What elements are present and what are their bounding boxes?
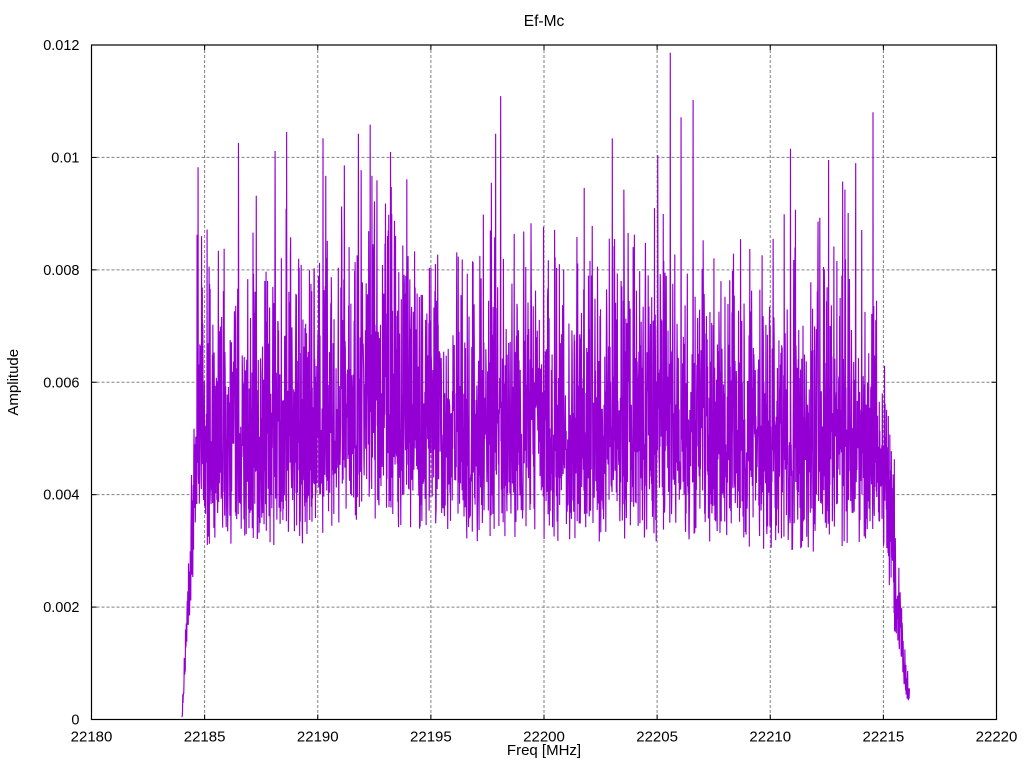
svg-text:22195: 22195 xyxy=(410,729,452,746)
svg-text:Freq [MHz]: Freq [MHz] xyxy=(507,742,581,759)
svg-text:0.008: 0.008 xyxy=(43,263,79,279)
svg-text:Amplitude: Amplitude xyxy=(5,349,22,416)
svg-text:0.002: 0.002 xyxy=(43,600,79,616)
svg-text:22210: 22210 xyxy=(749,729,791,746)
svg-text:Ef-Mc: Ef-Mc xyxy=(524,13,565,30)
svg-text:22215: 22215 xyxy=(863,729,905,746)
svg-text:22185: 22185 xyxy=(184,729,226,746)
svg-text:0: 0 xyxy=(71,713,79,729)
svg-text:22205: 22205 xyxy=(636,729,678,746)
svg-text:22180: 22180 xyxy=(71,729,113,746)
svg-text:0.006: 0.006 xyxy=(43,375,79,391)
svg-text:0.01: 0.01 xyxy=(51,150,79,166)
svg-text:0.004: 0.004 xyxy=(43,488,79,504)
svg-text:0.012: 0.012 xyxy=(43,38,79,54)
svg-text:22220: 22220 xyxy=(976,729,1018,746)
svg-text:22190: 22190 xyxy=(297,729,339,746)
